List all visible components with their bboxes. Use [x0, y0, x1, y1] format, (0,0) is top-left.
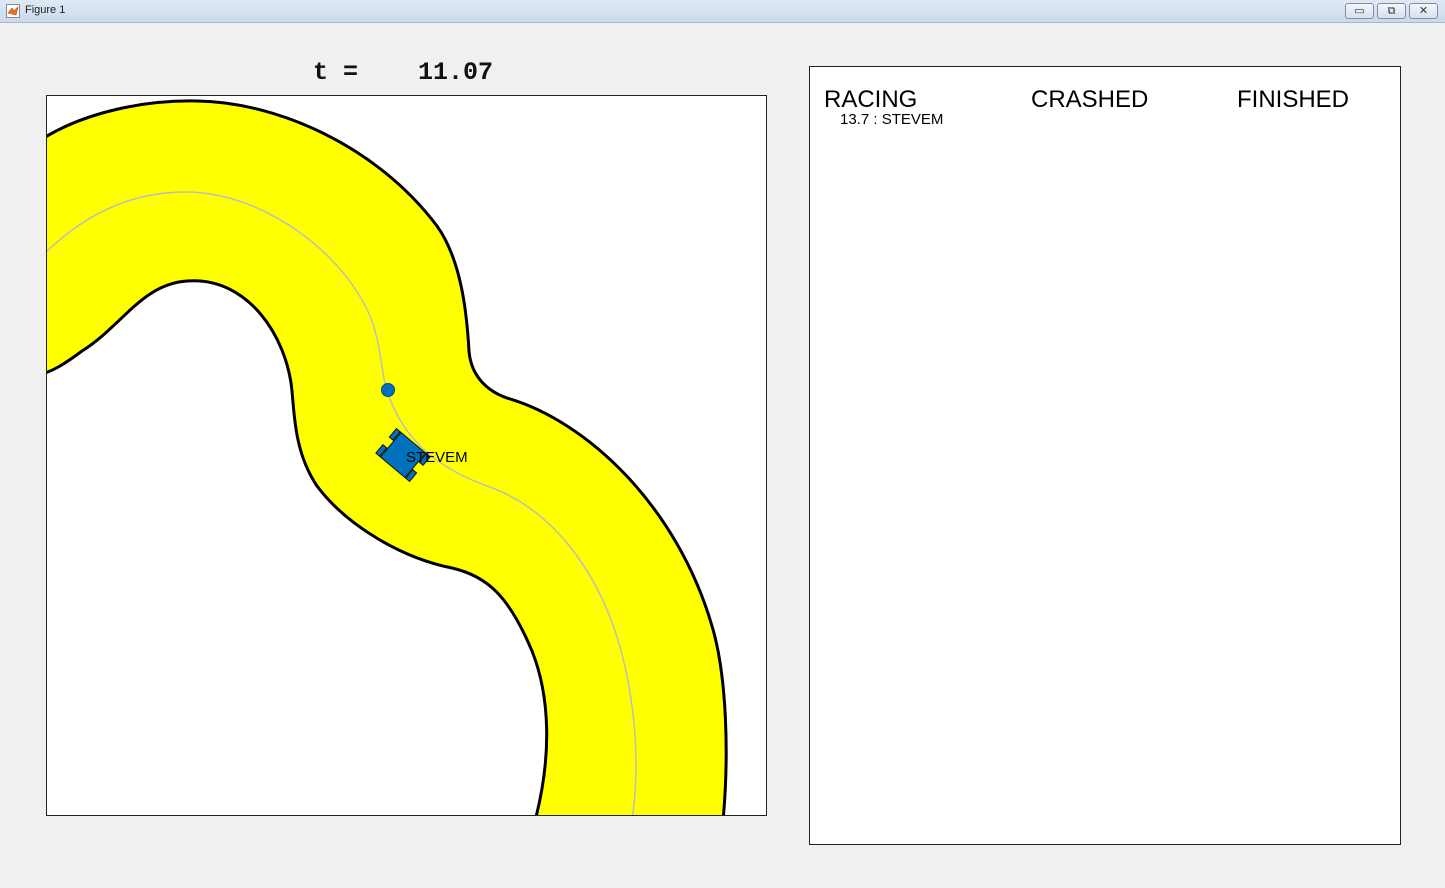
close-button[interactable]: ✕: [1409, 3, 1438, 19]
minimize-icon: ▭: [1354, 5, 1365, 17]
racing-column-header: RACING: [824, 86, 918, 113]
racing-entry: 13.7 : STEVEM: [840, 111, 944, 128]
standings-panel: RACING CRASHED FINISHED 13.7 : STEVEM: [809, 66, 1401, 845]
track-centerline: [47, 191, 637, 815]
car-wheel: [388, 427, 401, 441]
matlab-logo-icon: [6, 4, 20, 18]
crashed-column-header: CRASHED: [1031, 86, 1149, 113]
minimize-button[interactable]: ▭: [1345, 3, 1374, 19]
track-outer-edge: [47, 99, 728, 815]
car-body: [379, 431, 427, 479]
close-icon: ✕: [1418, 5, 1429, 17]
car-wheel: [418, 452, 431, 467]
window-title: Figure 1: [25, 4, 66, 16]
race-time-label: t = 11.07: [313, 58, 494, 87]
waypoint-marker: [381, 383, 395, 397]
car-wheel: [405, 469, 418, 483]
track-canvas: STEVEM: [47, 99, 728, 815]
maximize-button[interactable]: ⧉: [1377, 3, 1406, 19]
track-view[interactable]: STEVEM: [46, 95, 767, 816]
finished-column-header: FINISHED: [1237, 86, 1350, 113]
track-inner-edge: [47, 279, 549, 815]
car-name-label: STEVEM: [406, 449, 468, 466]
restore-icon: ⧉: [1387, 5, 1396, 17]
race-car[interactable]: [375, 427, 431, 483]
window-titlebar[interactable]: Figure 1 ▭ ⧉ ✕: [0, 0, 1445, 23]
car-wheel: [375, 443, 388, 458]
